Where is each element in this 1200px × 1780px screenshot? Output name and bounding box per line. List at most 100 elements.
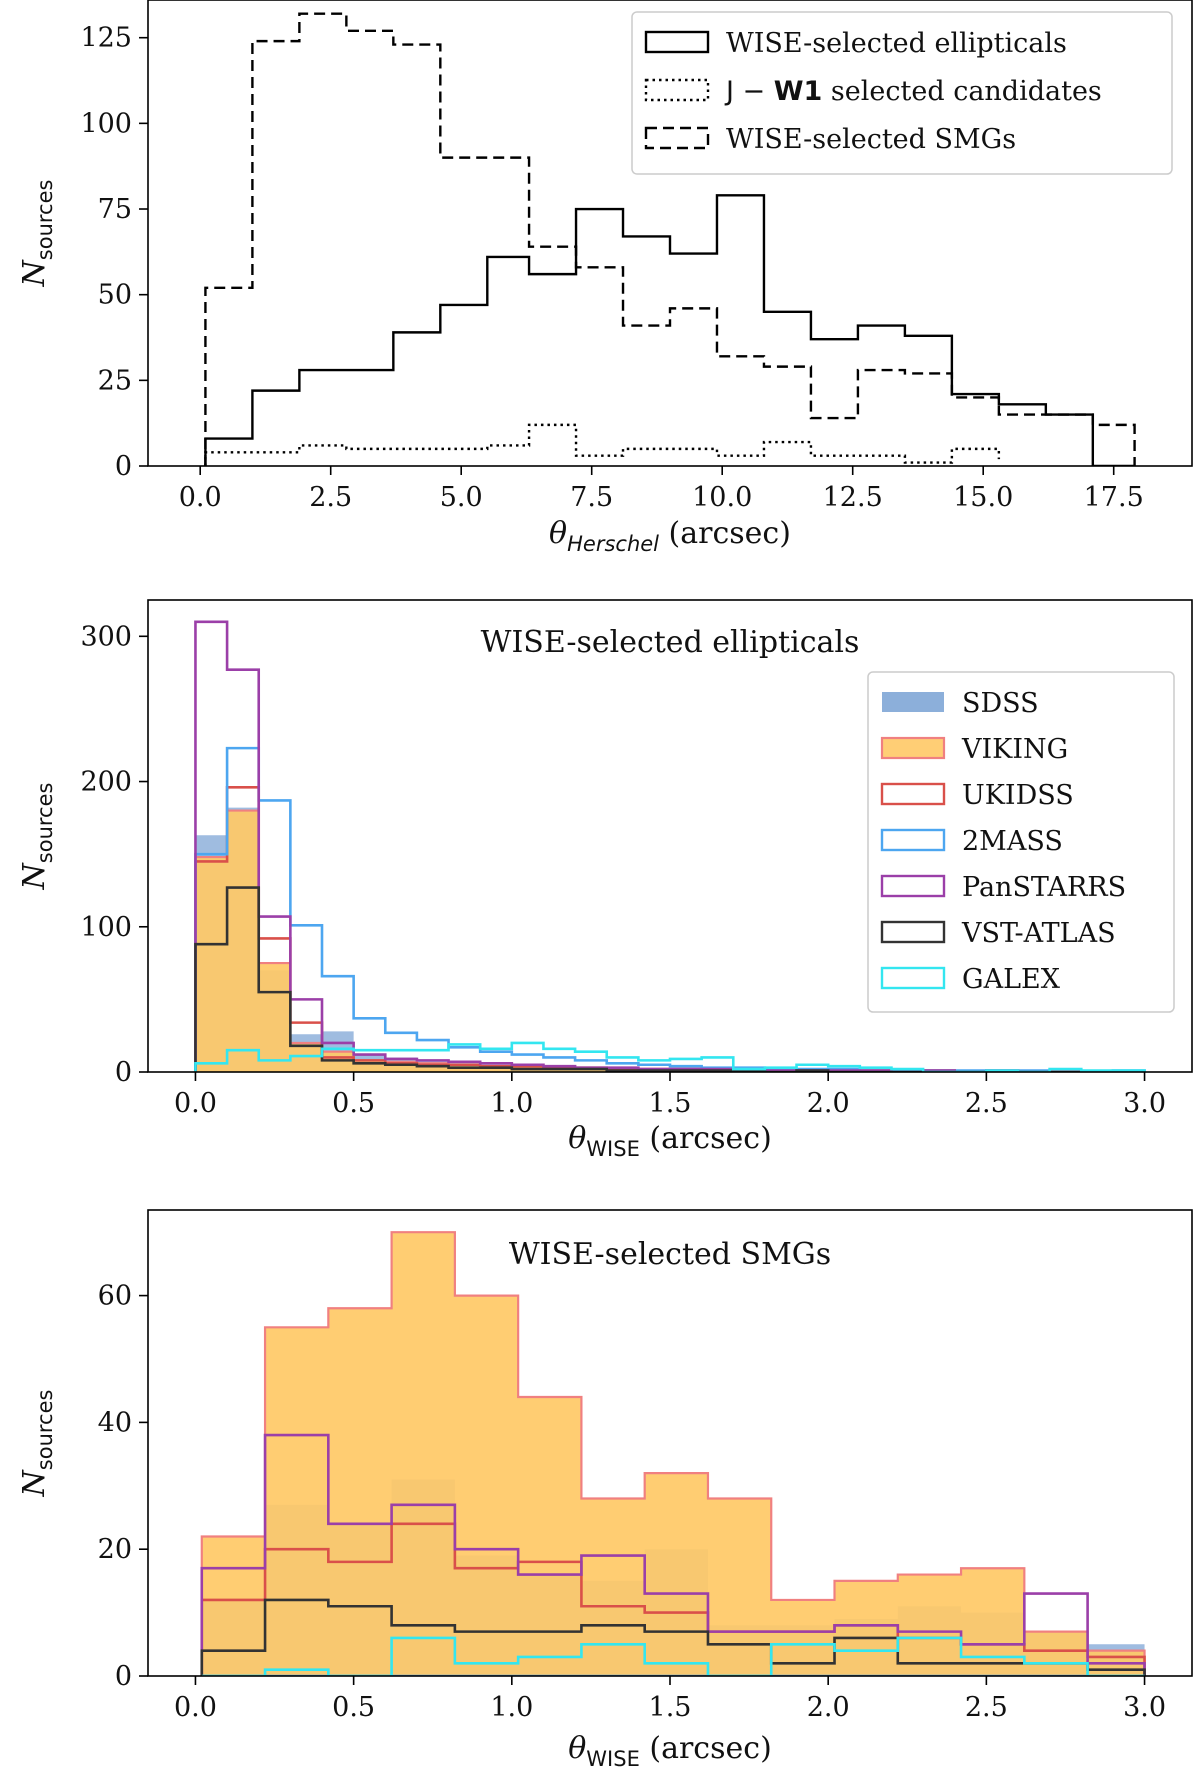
legend: WISE-selected ellipticals J − W1 selected… bbox=[631, 11, 1173, 175]
legend-label-bold: W1 bbox=[774, 76, 823, 107]
y-axis-subscript: sources bbox=[33, 783, 57, 864]
x-tick-label: 5.0 bbox=[440, 482, 483, 513]
legend-item-wise-selected-ellipticals: WISE-selected ellipticals bbox=[644, 28, 1067, 59]
bar-vst-atlas-1 bbox=[265, 1600, 328, 1676]
hist-step-wise-selected-ellipticals bbox=[204, 194, 1135, 466]
x-tick-label: 1.0 bbox=[490, 1088, 533, 1119]
series-j-w1-selected-candidates bbox=[204, 423, 1001, 466]
x-tick-label: 2.0 bbox=[807, 1088, 850, 1119]
bar-galex-10 bbox=[512, 1043, 544, 1072]
legend-item-galex: GALEX bbox=[880, 964, 1061, 995]
x-tick-label: 0.5 bbox=[332, 1088, 375, 1119]
x-axis-unit: (arcsec) bbox=[640, 1121, 772, 1156]
bar-galex-5 bbox=[518, 1657, 581, 1676]
legend-swatch-panstarrs bbox=[880, 874, 946, 898]
bar-galex-11 bbox=[898, 1638, 961, 1676]
plot-frame bbox=[147, 0, 1193, 467]
legend-swatch-2mass bbox=[880, 828, 946, 852]
y-axis-symbol: N bbox=[17, 861, 52, 890]
panel-herschel-separation: 0.0 2.5 5.0 7.5 10.0 12.5 15.0 17.5 0 25 50 75 100 12… bbox=[17, 0, 1193, 556]
bar-wise-selected-smgs-2 bbox=[299, 14, 346, 466]
y-tick-label: 60 bbox=[98, 1281, 132, 1312]
y-tick-label: 100 bbox=[80, 108, 132, 139]
x-tick-label: 2.5 bbox=[309, 482, 352, 513]
y-axis-symbol: N bbox=[17, 1468, 52, 1497]
series-wise-selected-ellipticals bbox=[204, 194, 1135, 466]
x-tick-label: 2.0 bbox=[807, 1692, 850, 1723]
x-tick-label: 0.0 bbox=[174, 1692, 217, 1723]
series-vst-atlas bbox=[194, 886, 1145, 1072]
legend-item-vst-atlas: VST-ATLAS bbox=[880, 918, 1116, 949]
bar-wise-selected-smgs-6 bbox=[487, 158, 529, 466]
x-axis-subscript: WISE bbox=[586, 1137, 640, 1161]
bar-galex-11 bbox=[543, 1049, 575, 1072]
bar-galex-4 bbox=[455, 1663, 518, 1676]
series-panstarrs bbox=[200, 1433, 1146, 1676]
legend-label-viking: VIKING bbox=[961, 734, 1068, 765]
y-tick-label: 25 bbox=[98, 365, 132, 396]
y-tick-label: 75 bbox=[98, 194, 132, 225]
hist-step-j-w1-selected-candidates bbox=[204, 423, 1001, 466]
y-axis-subscript: sources bbox=[33, 1390, 57, 1471]
y-axis-subscript: sources bbox=[33, 180, 57, 261]
x-axis-symbol: θ bbox=[549, 516, 567, 551]
hist-fill-viking bbox=[201, 1232, 1145, 1676]
panel-title: WISE-selected SMGs bbox=[509, 1237, 831, 1272]
panel-wise-smgs: 0.0 0.5 1.0 1.5 2.0 2.5 3.0 0 20 40 60 θWISE (arcse… bbox=[17, 1209, 1193, 1771]
hist-step-panstarrs bbox=[200, 1433, 1146, 1676]
legend-swatch-vst-atlas bbox=[880, 920, 946, 944]
bar-galex-7 bbox=[645, 1663, 708, 1676]
x-tick-label: 15.0 bbox=[953, 482, 1013, 513]
legend-item-wise-selected-smgs: WISE-selected SMGs bbox=[644, 124, 1016, 155]
y-tick-label: 20 bbox=[98, 1534, 132, 1565]
x-tick-label: 0.5 bbox=[332, 1692, 375, 1723]
legend-label-vst-atlas: VST-ATLAS bbox=[961, 918, 1116, 949]
legend-box bbox=[631, 11, 1173, 175]
x-axis-label: θWISE (arcsec) bbox=[568, 1121, 772, 1161]
bar-wise-selected-smgs-19 bbox=[1093, 425, 1135, 466]
legend-swatch-wise-selected-ellipticals bbox=[644, 30, 710, 54]
legend-swatch-viking bbox=[880, 736, 946, 760]
x-axis-unit: (arcsec) bbox=[659, 516, 791, 551]
y-tick-label: 125 bbox=[80, 23, 132, 54]
x-tick-label: 3.0 bbox=[1123, 1692, 1166, 1723]
series-wise-selected-smgs bbox=[204, 12, 1136, 466]
legend-item-viking: VIKING bbox=[880, 734, 1068, 765]
bar-wise-selected-smgs-1 bbox=[252, 41, 299, 466]
bar-galex-0 bbox=[195, 1063, 227, 1072]
bar-wise-selected-smgs-10 bbox=[670, 308, 717, 466]
legend-label-suffix: selected candidates bbox=[822, 76, 1101, 107]
hist-step-wise-selected-smgs bbox=[204, 12, 1136, 466]
bar-galex-10 bbox=[835, 1651, 898, 1676]
bar-wise-selected-smgs-7 bbox=[529, 247, 576, 466]
plot-area bbox=[200, 1231, 1146, 1676]
bar-galex-19 bbox=[797, 1065, 829, 1072]
plot-area bbox=[204, 12, 1136, 466]
bar-wise-selected-smgs-4 bbox=[393, 45, 440, 466]
bar-vst-atlas-8 bbox=[708, 1644, 771, 1676]
series-vst-atlas bbox=[200, 1598, 1146, 1676]
bar-galex-5 bbox=[354, 1050, 386, 1072]
hist-step-vst-atlas bbox=[194, 886, 1145, 1072]
x-tick-label: 7.5 bbox=[570, 482, 613, 513]
legend-swatch-ukidss bbox=[880, 782, 946, 806]
legend-item-j-w1-selected-candidates: J − W1 selected candidates bbox=[644, 76, 1102, 107]
series-viking bbox=[200, 1231, 1146, 1676]
y-axis-label: Nsources bbox=[17, 783, 57, 891]
hist-step-galex bbox=[201, 1636, 1145, 1676]
y-tick-label: 50 bbox=[98, 280, 132, 311]
bar-galex-13 bbox=[607, 1057, 639, 1072]
x-tick-label: 0.0 bbox=[174, 1088, 217, 1119]
legend-item-panstarrs: PanSTARRS bbox=[880, 872, 1126, 903]
bar-vst-atlas-1 bbox=[227, 888, 259, 1072]
hist-step-2mass bbox=[194, 746, 1146, 1072]
y-tick-label: 40 bbox=[98, 1407, 132, 1438]
legend-label-j-w1-selected-candidates: J − W1 selected candidates bbox=[724, 76, 1102, 107]
hist-edge-viking bbox=[200, 1231, 1146, 1676]
bar-wise-selected-smgs-5 bbox=[440, 158, 487, 466]
legend-swatch-j-w1-selected-candidates bbox=[644, 78, 710, 102]
bar-wise-selected-smgs-0 bbox=[205, 288, 252, 466]
bar-wise-selected-smgs-15 bbox=[905, 373, 952, 466]
bar-wise-selected-smgs-3 bbox=[346, 31, 393, 466]
